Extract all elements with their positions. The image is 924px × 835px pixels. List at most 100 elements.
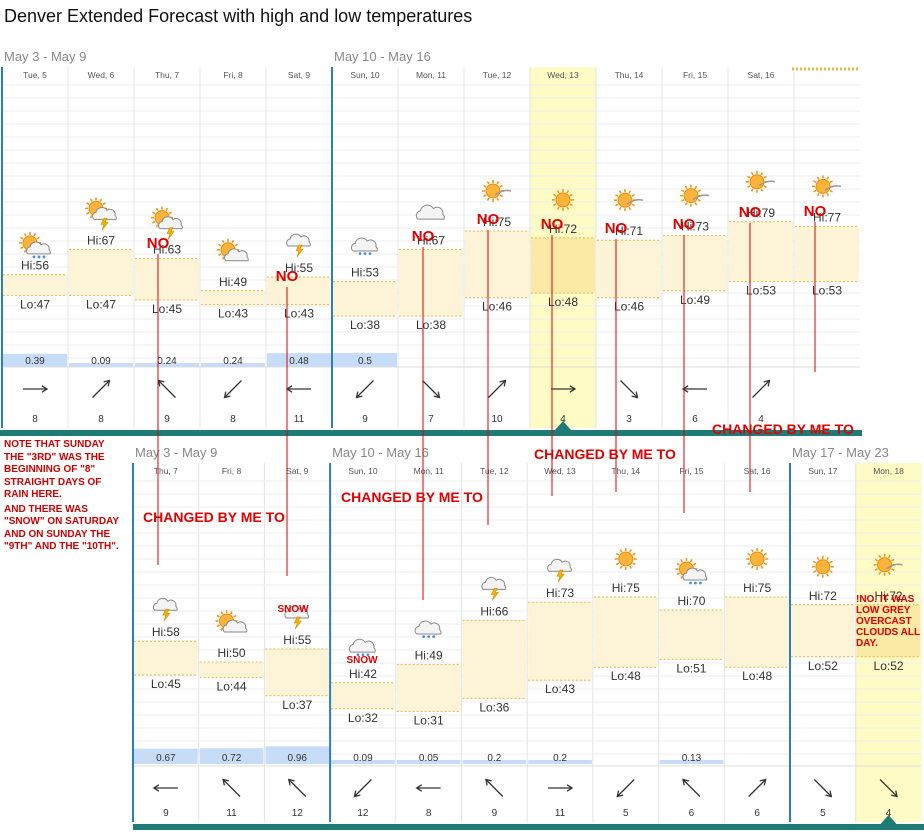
precip-bar (267, 353, 331, 367)
lo-temp-label: Lo:46 (614, 300, 644, 314)
lo-temp-label: Lo:38 (416, 318, 446, 332)
sun-disc (485, 183, 501, 199)
wind-arrow-head (763, 379, 771, 387)
wind-arrow-icon (285, 385, 311, 393)
wind-speed-label: 8 (230, 414, 236, 425)
sun-ray (747, 185, 751, 188)
wind-arrow-head (222, 778, 230, 786)
sun-ray (826, 176, 830, 180)
sun-ray (812, 570, 817, 573)
week-label: May 3 - May 9 (4, 49, 86, 64)
wind-arrow-head (682, 778, 689, 786)
wind-speed-label: 5 (820, 808, 826, 819)
sun-ray (878, 554, 882, 559)
sun-ray (629, 549, 632, 553)
annotation-note: NOTE THAT SUNDAY THE "3RD" WAS THE BEGIN… (4, 439, 124, 556)
sun-ray (86, 202, 90, 206)
hi-temp-label: Hi:49 (219, 275, 247, 289)
lo-temp-label: Lo:49 (680, 293, 710, 307)
cloud-icon (415, 204, 445, 220)
precip-bar (528, 760, 592, 764)
page-title: Denver Extended Forecast with high and l… (4, 6, 473, 26)
sun-ray (747, 552, 751, 556)
wind-speed-label: 10 (491, 414, 503, 425)
wind-speed-label: 9 (164, 414, 170, 425)
sun-ray (750, 188, 754, 192)
sun-ray (692, 562, 697, 566)
hi-temp-label: Hi:58 (152, 625, 180, 639)
sun-ray (887, 554, 891, 559)
temp-range-bar (399, 249, 463, 317)
no-label: NO (541, 216, 564, 233)
no-label: NO (739, 204, 762, 221)
sun-ray (165, 207, 169, 212)
sun-icon (746, 548, 769, 570)
no-label: NO (605, 220, 628, 237)
sun-ray (816, 556, 820, 561)
wind-speed-label: 8 (426, 808, 432, 819)
sun-disc (617, 192, 633, 208)
sun-ray (220, 611, 224, 615)
haze-stroke (626, 198, 644, 205)
sun-ray (615, 552, 620, 556)
precip-label: 0.13 (682, 753, 702, 764)
wind-speed-label: 8 (32, 414, 38, 425)
lo-temp-label: Lo:36 (479, 700, 509, 714)
sun-cloud-icon (812, 175, 842, 198)
day-label: Wed, 13 (547, 70, 579, 80)
sun-ray (684, 202, 688, 206)
wind-arrow-shaft (616, 779, 635, 797)
sun-ray (23, 249, 27, 253)
hi-temp-label: Hi:72 (875, 589, 903, 603)
sun-ray (155, 224, 159, 228)
sun-ray (684, 185, 688, 190)
precip-label: 0.48 (289, 356, 309, 367)
temp-range-bar (3, 274, 67, 296)
wind-speed-label: 6 (689, 808, 695, 819)
sun-ray (816, 573, 820, 577)
wind-arrow-head (355, 391, 363, 399)
rain-drop (422, 635, 426, 638)
hi-temp-label: Hi:55 (283, 633, 311, 647)
haze-stroke (494, 189, 512, 196)
wind-arrow-head (759, 778, 767, 786)
wind-arrow-icon (287, 778, 307, 797)
sun-ray (750, 565, 754, 569)
hi-temp-label: Hi:55 (285, 261, 313, 275)
day-label: Sat, 16 (748, 70, 775, 80)
changed-label: CHANGED BY ME TO (534, 446, 676, 462)
rain-cloud-icon (414, 620, 442, 638)
lo-temp-label: Lo:44 (217, 680, 247, 694)
sun-ray (829, 570, 833, 573)
sun-ray (556, 189, 560, 194)
snow-label: SNOW (277, 604, 309, 615)
wind-arrow-shaft (485, 779, 504, 797)
sun-ray (168, 211, 172, 215)
hi-temp-label: Hi:72 (549, 222, 577, 236)
temp-range-bar (201, 290, 265, 305)
wind-arrow-icon (551, 385, 577, 393)
wind-arrow-head (223, 391, 231, 399)
sun-ray (569, 193, 573, 197)
temp-range-bar (333, 281, 397, 317)
cloud-shape (350, 237, 378, 252)
lo-temp-label: Lo:47 (20, 297, 50, 311)
storm-sun-icon (151, 206, 183, 240)
cloud-shape (26, 241, 51, 255)
sun-ray (499, 184, 503, 188)
sun-ray (216, 614, 221, 618)
wind-arrow-icon (488, 379, 507, 398)
panel-baseline (133, 824, 924, 830)
day-label: Sun, 10 (348, 466, 378, 476)
sun-ray (829, 180, 833, 184)
wind-arrow-icon (222, 778, 241, 797)
rain-drop (363, 252, 367, 256)
rain-sun-icon (675, 558, 708, 585)
hi-temp-label: Hi:67 (417, 233, 445, 247)
cloud-shape (481, 577, 507, 590)
temp-range-bar (531, 237, 595, 294)
hi-temp-label: Hi:66 (480, 604, 508, 618)
sun-ray (102, 202, 106, 206)
sun-ray (556, 206, 560, 210)
sun-ray (89, 214, 93, 219)
